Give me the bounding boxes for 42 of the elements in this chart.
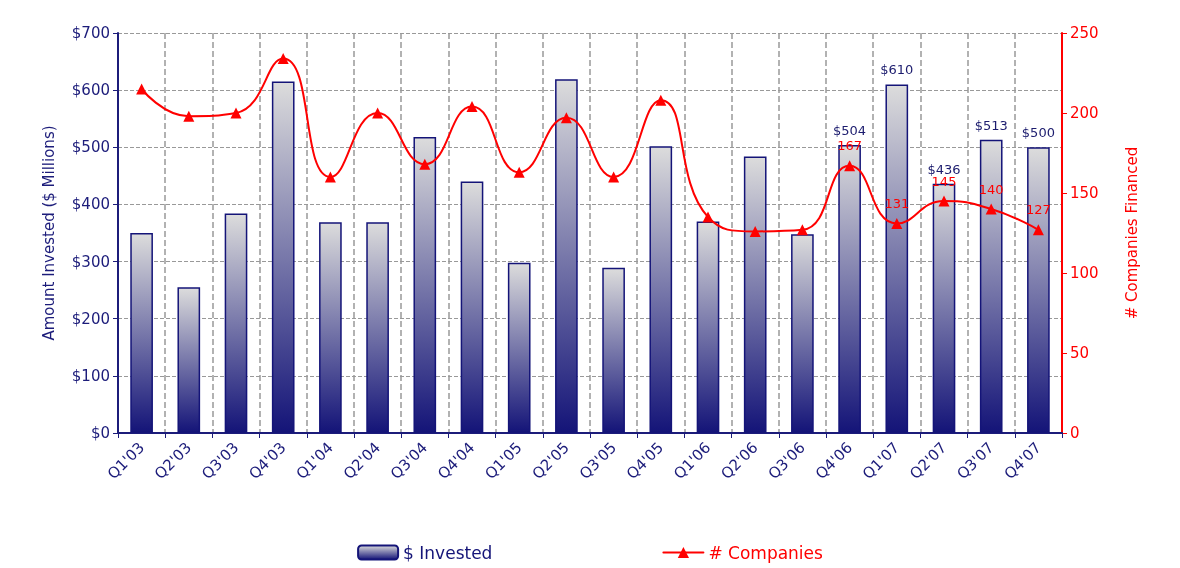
y-tick-label: $400 [71, 195, 110, 214]
y-tick-label: $0 [90, 424, 110, 442]
y2-tick-label: 200 [1070, 104, 1099, 122]
data-label: $500 [1021, 125, 1055, 141]
legend-label: # Companies [708, 542, 824, 563]
y-tick-label: $500 [71, 138, 110, 157]
point [419, 158, 431, 170]
y-tick-label: $300 [71, 252, 110, 271]
point [560, 112, 572, 124]
point [985, 203, 997, 215]
point [844, 160, 856, 172]
point [796, 224, 808, 236]
point [466, 101, 478, 113]
point [655, 94, 667, 106]
y-tick-label: $600 [71, 81, 110, 100]
point [372, 107, 384, 119]
data-label: $504 [833, 123, 867, 138]
y2-tick-label: 100 [1070, 264, 1099, 282]
point [1032, 224, 1044, 236]
y2-tick-label: 250 [1070, 24, 1099, 42]
legend-label: $ Invested [403, 542, 493, 563]
point [183, 110, 195, 122]
y2-tick-label: 50 [1070, 344, 1090, 362]
point [608, 171, 620, 183]
point [702, 211, 714, 223]
point [891, 217, 903, 229]
y-axis-title: Amount Invested ($ Millions) [39, 125, 58, 341]
y-tick-label: $200 [71, 309, 110, 328]
y2-axis-title: # Companies Financed [1122, 146, 1141, 320]
point [230, 107, 242, 119]
point [938, 195, 950, 207]
point [324, 171, 336, 183]
y2-tick-label: 150 [1070, 184, 1099, 202]
data-label: $513 [974, 117, 1008, 133]
point [749, 225, 761, 237]
point [513, 166, 525, 178]
point [136, 83, 148, 95]
y-tick-label: $100 [71, 366, 110, 385]
data-label: $610 [880, 62, 914, 78]
point [277, 53, 289, 65]
y-tick-label: $700 [71, 24, 110, 42]
y2-tick-label: 0 [1070, 424, 1080, 442]
